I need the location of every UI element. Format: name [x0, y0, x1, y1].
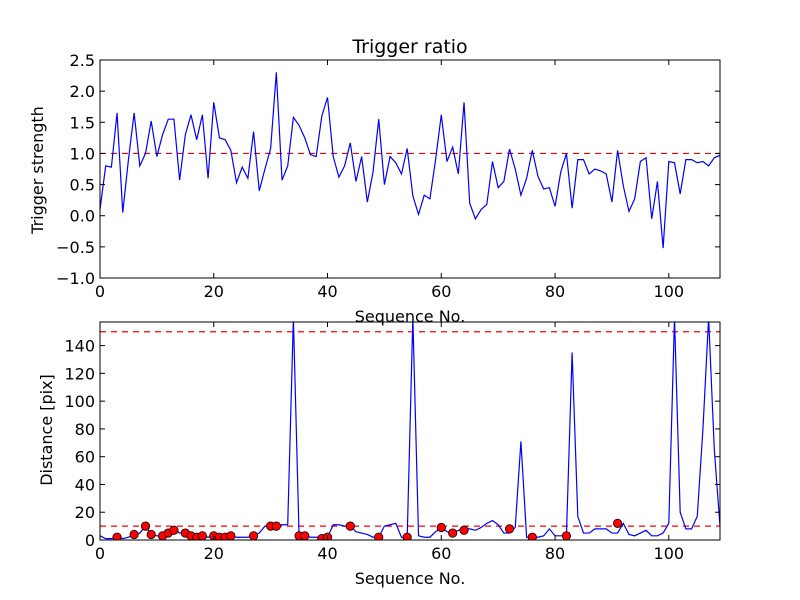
- y-tick-label: 40: [75, 475, 95, 494]
- data-point: [271, 521, 281, 531]
- data-point: [226, 531, 236, 540]
- data-point: [140, 521, 151, 531]
- x-tick-label: 80: [545, 544, 565, 563]
- data-point: [561, 531, 572, 540]
- x-axis-label: Sequence No.: [355, 307, 466, 326]
- data-point: [146, 529, 156, 540]
- y-tick-label: −1.0: [56, 269, 95, 288]
- distance-chart: 0 20 40 60 80 100 0 20 40 60 80 100 120 140 Sequence …: [37, 321, 721, 588]
- x-tick-label: 0: [95, 544, 105, 563]
- data-point: [527, 532, 537, 540]
- x-tick-label: 40: [317, 282, 337, 301]
- y-tick-label: 100: [64, 392, 95, 411]
- plot-frame: [99, 59, 721, 279]
- x-tick-label: 60: [431, 282, 451, 301]
- chart-title: Trigger ratio: [351, 36, 467, 58]
- y-tick-label: 1.5: [70, 113, 95, 132]
- x-tick-label: 100: [654, 282, 685, 301]
- y-tick-label: 0.5: [70, 176, 95, 195]
- data-point: [504, 524, 515, 534]
- data-point: [436, 522, 446, 533]
- y-tick-label: 80: [75, 420, 95, 439]
- x-tick-label: 20: [204, 282, 224, 301]
- data-point: [300, 531, 310, 540]
- x-tick-label: 0: [95, 282, 105, 301]
- data-point: [448, 528, 458, 538]
- y-tick-label: 60: [75, 448, 95, 467]
- data-point: [112, 532, 122, 540]
- data-point: [129, 529, 139, 540]
- x-tick-label: 100: [654, 544, 685, 563]
- y-tick-label: 0.0: [70, 207, 95, 226]
- y-tick-label: 2.5: [70, 51, 95, 70]
- plot-clip: [100, 322, 720, 540]
- plot-area: 0 20 40 60 80 100 −1.0 −0.5 0.0 0.5 1.0 1.5 2.0 2.5: [56, 51, 721, 301]
- y-tick-label: 2.0: [70, 82, 95, 101]
- y-tick-label: −0.5: [56, 238, 95, 257]
- x-tick-label: 60: [431, 544, 451, 563]
- series-line: [100, 72, 720, 249]
- x-tick-label: 80: [545, 282, 565, 301]
- y-axis-label: Distance [pix]: [37, 374, 56, 486]
- y-tick-label: 1.0: [70, 144, 95, 163]
- y-tick-label: 0: [85, 531, 95, 550]
- x-axis-label: Sequence No.: [355, 569, 466, 588]
- plot-area: 0 20 40 60 80 100 0 20 40 60 80 100 120 140: [64, 321, 721, 563]
- data-point: [459, 525, 469, 535]
- y-tick-label: 140: [64, 337, 95, 356]
- data-point: [248, 531, 259, 540]
- data-point: [402, 532, 412, 540]
- x-tick-label: 40: [317, 544, 337, 563]
- x-tick-label: 20: [204, 544, 224, 563]
- data-point: [169, 525, 179, 535]
- y-tick-label: 20: [75, 503, 95, 522]
- y-tick-label: 120: [64, 364, 95, 383]
- plot-clip: [100, 72, 720, 249]
- plot-frame: [99, 321, 721, 541]
- data-point: [197, 531, 207, 540]
- y-axis-label: Trigger strength: [28, 106, 47, 235]
- data-point: [345, 521, 355, 531]
- data-point: [374, 532, 384, 540]
- data-point: [613, 518, 623, 528]
- trigger-ratio-chart: Trigger ratio 0 20 40 60 80 100 −1.0 −0.5 0.0 0.5…: [28, 36, 721, 326]
